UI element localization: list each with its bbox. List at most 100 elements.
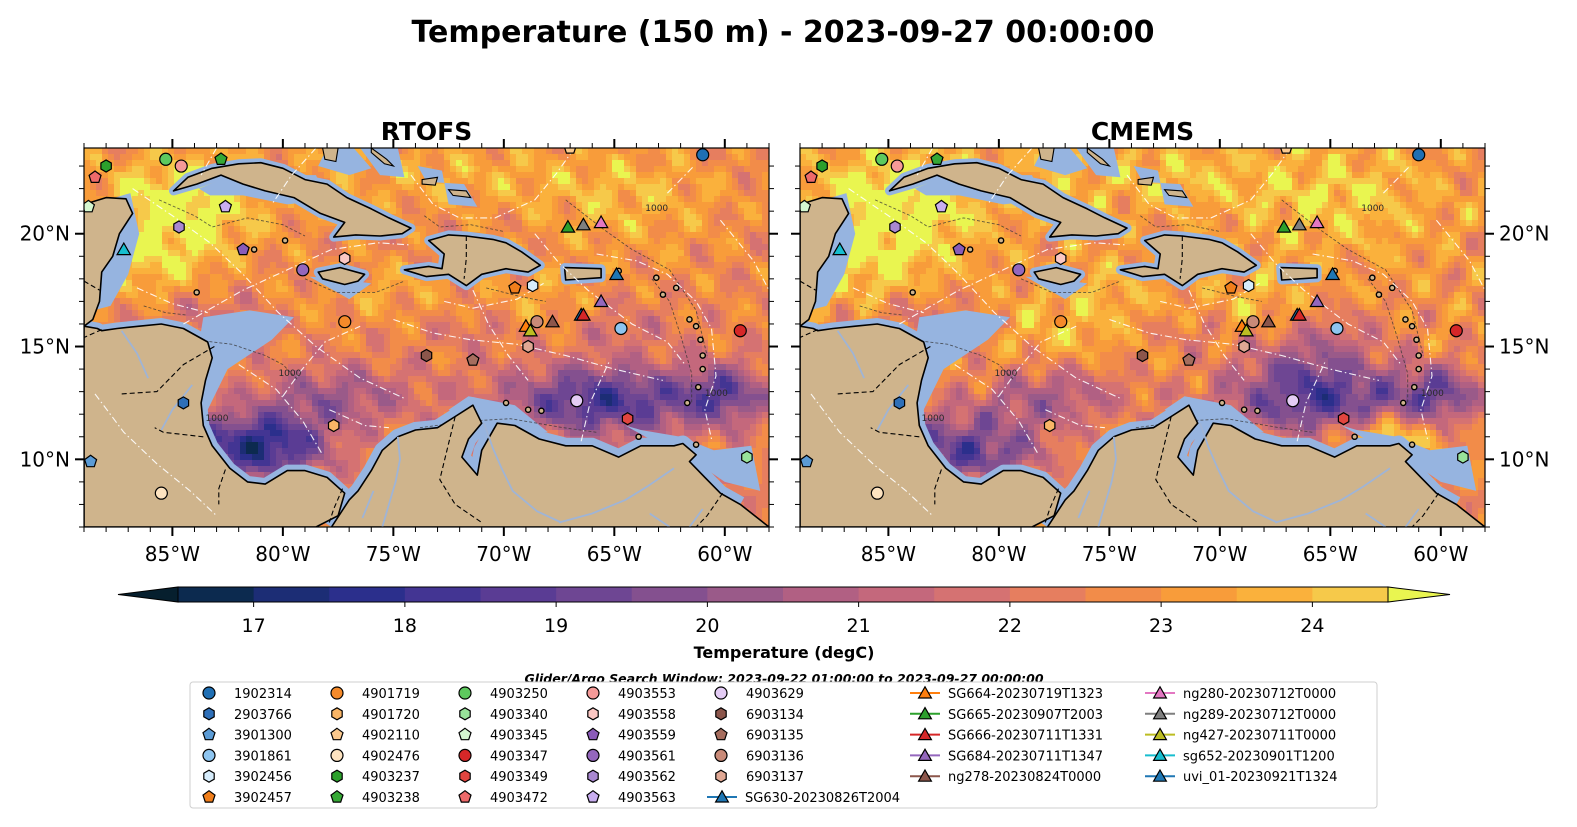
legend-entry: ng280-20230712T0000 <box>1145 685 1336 702</box>
float-marker-3901861 <box>1330 321 1344 336</box>
legend-entry: SG666-20230711T1331 <box>910 727 1103 744</box>
float-marker-2903766 <box>893 396 906 410</box>
glider-marker-sg652-20230901T1200 <box>116 241 132 256</box>
legend-label: 2903766 <box>234 708 292 723</box>
glider-marker-ng289-20230712T0000 <box>575 217 592 231</box>
figure-title: Temperature (150 m) - 2023-09-27 00:00:0… <box>412 15 1155 50</box>
legend-entry: ng278-20230824T0000 <box>910 768 1101 785</box>
legend-marker <box>459 769 471 783</box>
lon-tick-label: 80°W <box>971 542 1026 566</box>
float-marker-1902314 <box>1412 148 1426 162</box>
colorbar-tick-label: 20 <box>695 615 719 637</box>
isobath-label: 1000 <box>1361 204 1384 214</box>
legend-label: ng280-20230712T0000 <box>1183 687 1336 702</box>
float-marker-6903136 <box>1246 315 1260 329</box>
float-marker-4903349 <box>621 412 634 426</box>
legend-entry: 3902456 <box>203 769 292 785</box>
isobath-label: 1000 <box>1421 389 1444 399</box>
colorbar-segment <box>329 587 406 602</box>
float-marker-3902456 <box>1242 278 1255 293</box>
isobath-label: 1000 <box>278 369 301 379</box>
colorbar-segment <box>480 587 557 602</box>
legend-entry: 4903562 <box>587 769 676 785</box>
legend-entry: 4903561 <box>586 748 676 764</box>
legend-marker <box>458 789 472 803</box>
legend-entry: SG664-20230719T1323 <box>910 685 1103 702</box>
float-marker-4903347 <box>1449 324 1463 338</box>
legend-marker <box>587 707 599 721</box>
colorbar-segment <box>858 587 935 602</box>
legend-marker <box>714 748 728 763</box>
lon-tick-label: 65°W <box>587 542 642 566</box>
lat-tick-label: 20°N <box>20 222 70 246</box>
legend-marker <box>917 685 933 699</box>
legend-entry: 4902110 <box>330 727 420 744</box>
float-marker-3902456 <box>526 278 539 293</box>
float-marker-4903559 <box>952 242 966 256</box>
legend-label: 4902476 <box>362 749 420 764</box>
legend-label: 3901300 <box>234 729 292 744</box>
legend-entry: 4903250 <box>458 686 548 702</box>
float-marker-4903238 <box>214 152 228 165</box>
float-marker-4901720 <box>1043 418 1056 433</box>
colorbar-segment <box>1085 587 1162 602</box>
float-marker-6903134 <box>1136 348 1149 363</box>
legend-label: 4903347 <box>490 749 548 764</box>
float-marker-6903137 <box>1238 339 1250 354</box>
legend-label: 3902457 <box>234 791 292 806</box>
legend-marker <box>330 789 344 803</box>
lon-tick-label: 70°W <box>1192 542 1247 566</box>
legend-entry: sg652-20230901T1200 <box>1145 747 1335 764</box>
legend-label: 4903237 <box>362 770 420 785</box>
colorbar-tick-label: 23 <box>1149 615 1173 637</box>
lon-tick-label: 75°W <box>366 542 421 566</box>
legend-marker <box>202 686 216 700</box>
legend-label: SG666-20230711T1331 <box>948 729 1103 744</box>
float-marker-4903563 <box>218 199 233 213</box>
legend-marker <box>714 789 730 803</box>
legend-marker <box>458 686 472 700</box>
legend-marker <box>202 789 216 803</box>
gliders <box>116 214 625 337</box>
legend-marker <box>331 707 343 721</box>
legend-label: sg652-20230901T1200 <box>1183 749 1335 764</box>
lon-tick-label: 70°W <box>476 542 531 566</box>
legend-marker <box>917 768 933 782</box>
legend-marker <box>202 748 216 763</box>
glider-marker-ng278-20230824T0000 <box>544 314 561 328</box>
legend: 1902314 2903766 3901300 3901861 3902456 39024… <box>189 681 1378 809</box>
float-marker-4903347 <box>733 324 747 338</box>
legend-marker <box>458 727 472 741</box>
isobaths <box>859 199 1424 433</box>
colorbar-segment <box>253 587 330 602</box>
legend-entry: 4903472 <box>458 789 548 806</box>
legend-label: 4903629 <box>746 687 804 702</box>
legend-marker <box>714 686 728 700</box>
map-frame <box>799 147 1486 528</box>
legend-marker <box>917 706 933 720</box>
map-panel-cmems: 1000 1000 1000 1000 CMEMS 85°W 80°W 75°W 70°W 65°… <box>791 117 1549 566</box>
legend-marker <box>917 727 933 741</box>
legend-label: 4903553 <box>618 687 676 702</box>
float-marker-4903345 <box>800 199 812 213</box>
legend-label: ng289-20230712T0000 <box>1183 708 1336 723</box>
legend-entry: ng289-20230712T0000 <box>1145 706 1336 723</box>
legend-entry: 4903238 <box>330 789 420 806</box>
map-frame <box>83 147 770 528</box>
float-marker-4903561 <box>1012 263 1026 277</box>
legend-entry: 6903135 <box>714 727 804 744</box>
float-marker-4903340 <box>1457 450 1469 464</box>
legend-label: SG630-20230826T2004 <box>745 791 900 806</box>
eez-boundaries <box>810 148 1485 517</box>
colorbar-label: Temperature (degC) <box>694 643 875 662</box>
float-marker-4903629 <box>570 394 584 408</box>
float-marker-4903237 <box>100 159 112 173</box>
legend-marker <box>330 748 344 763</box>
legend-marker <box>586 686 600 700</box>
legend-entry: 4903559 <box>586 727 676 744</box>
float-marker-4902476 <box>870 486 884 500</box>
legend-entry: 4903340 <box>459 707 548 723</box>
legend-marker <box>1152 727 1168 741</box>
argo-floats <box>800 148 1469 500</box>
